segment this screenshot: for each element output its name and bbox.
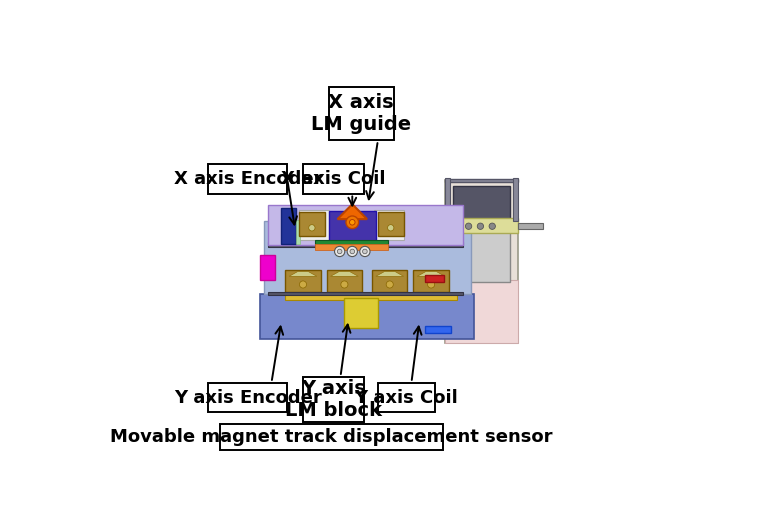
Circle shape bbox=[350, 220, 355, 225]
Circle shape bbox=[337, 249, 342, 254]
Bar bbox=[372, 270, 408, 292]
Circle shape bbox=[309, 225, 315, 231]
Bar bbox=[268, 242, 462, 247]
Bar bbox=[299, 210, 329, 240]
Bar bbox=[518, 223, 543, 229]
Bar bbox=[268, 292, 462, 295]
Circle shape bbox=[350, 249, 354, 254]
Bar bbox=[425, 275, 444, 282]
Circle shape bbox=[477, 223, 483, 229]
Bar bbox=[445, 180, 518, 344]
Polygon shape bbox=[418, 271, 445, 276]
Circle shape bbox=[466, 223, 472, 229]
Bar bbox=[513, 178, 518, 221]
Circle shape bbox=[454, 223, 460, 229]
Bar bbox=[303, 377, 364, 422]
Circle shape bbox=[300, 281, 306, 288]
Bar bbox=[378, 212, 404, 236]
Circle shape bbox=[360, 246, 370, 257]
Bar bbox=[281, 208, 296, 244]
Bar bbox=[299, 212, 325, 236]
Text: Y axis
LM block: Y axis LM block bbox=[285, 379, 382, 420]
Polygon shape bbox=[337, 204, 367, 219]
Text: Y axis Coil: Y axis Coil bbox=[354, 389, 459, 407]
Text: X axis Encoder: X axis Encoder bbox=[174, 169, 322, 188]
Bar bbox=[303, 164, 364, 194]
Bar bbox=[445, 179, 518, 182]
Bar bbox=[327, 270, 362, 292]
Polygon shape bbox=[330, 271, 358, 276]
Circle shape bbox=[346, 216, 358, 228]
Bar bbox=[286, 293, 457, 300]
Bar bbox=[453, 221, 510, 282]
Bar bbox=[329, 211, 376, 241]
Polygon shape bbox=[290, 271, 317, 276]
Bar bbox=[374, 210, 404, 240]
Bar bbox=[413, 270, 449, 292]
Circle shape bbox=[341, 281, 348, 288]
Bar bbox=[259, 254, 275, 280]
Polygon shape bbox=[376, 271, 404, 276]
Bar bbox=[208, 164, 287, 194]
Circle shape bbox=[388, 225, 394, 231]
Bar bbox=[208, 383, 287, 412]
Circle shape bbox=[334, 246, 345, 257]
Circle shape bbox=[428, 281, 435, 288]
Circle shape bbox=[489, 223, 496, 229]
Bar bbox=[296, 220, 300, 244]
Bar bbox=[453, 186, 510, 219]
Bar bbox=[220, 424, 443, 450]
Text: X axis Coil: X axis Coil bbox=[281, 169, 386, 188]
Circle shape bbox=[347, 246, 357, 257]
Bar bbox=[263, 221, 471, 294]
Text: Y axis Encoder: Y axis Encoder bbox=[174, 389, 322, 407]
Bar bbox=[286, 270, 320, 292]
Text: X axis
LM guide: X axis LM guide bbox=[311, 93, 411, 134]
Circle shape bbox=[386, 281, 393, 288]
Bar bbox=[344, 298, 378, 328]
Bar bbox=[425, 326, 451, 333]
Bar bbox=[378, 383, 435, 412]
Bar bbox=[315, 240, 388, 245]
Text: Movable magnet track displacement sensor: Movable magnet track displacement sensor bbox=[110, 428, 553, 446]
Bar bbox=[268, 205, 462, 245]
Circle shape bbox=[363, 249, 367, 254]
Bar bbox=[445, 218, 518, 233]
Bar bbox=[315, 244, 388, 250]
Bar bbox=[259, 294, 475, 339]
Bar bbox=[329, 87, 394, 140]
Bar bbox=[445, 178, 449, 221]
Bar bbox=[445, 280, 518, 344]
